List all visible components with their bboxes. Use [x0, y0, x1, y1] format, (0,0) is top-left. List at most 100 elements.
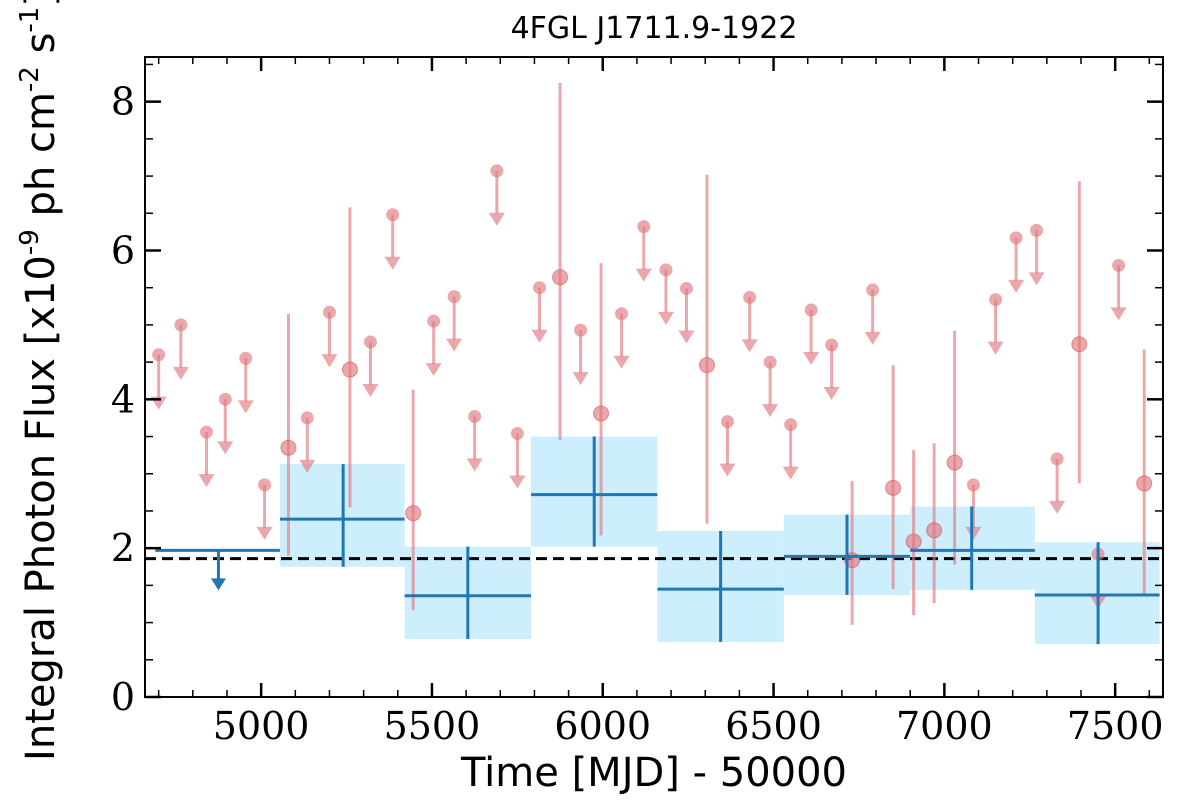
y-axis-label-part: ] [18, 0, 64, 7]
upper-limit-arrow-head [384, 256, 401, 270]
upper-limit-point [659, 263, 673, 277]
upper-limit-point [866, 283, 880, 297]
upper-limit-point [533, 281, 547, 295]
y-tick-label: 6 [111, 228, 135, 272]
upper-limit-arrow-head [803, 352, 820, 366]
upper-limit-point [447, 290, 461, 304]
upper-limit-point [239, 351, 253, 365]
upper-limit-arrow-head [1049, 500, 1066, 514]
detection-point [946, 454, 963, 471]
x-tick-label: 5000 [213, 704, 310, 748]
axes: 5000 5500 6000 6500 7000 7500 0 2 4 6 8 [111, 56, 1164, 748]
y-axis-label-exponent: -9 [15, 229, 45, 255]
upper-limit-arrow-head [1028, 272, 1045, 286]
y-axis-label-part: Integral Photon Flux [x10 [18, 255, 64, 761]
x-tick-label: 5500 [384, 704, 481, 748]
upper-limit-point [720, 415, 734, 429]
detection-point [926, 522, 943, 539]
y-axis-label: Integral Photon Flux [x10-9 ph cm-2 s-1] [15, 0, 64, 761]
y-tick-label: 0 [111, 675, 135, 719]
upper-limit-point [637, 220, 651, 234]
upper-limit-arrow-head [965, 526, 982, 540]
upper-limit-arrow-head [1008, 279, 1025, 293]
upper-limit-point [825, 338, 839, 352]
detection-point [405, 505, 422, 522]
upper-limit-arrow-head [635, 268, 652, 282]
upper-limit-arrow-head [741, 339, 758, 353]
upper-limit-arrow-head [446, 338, 463, 352]
upper-limit-point [199, 425, 213, 439]
detection-point [698, 357, 715, 374]
x-tick-label: 7500 [1067, 704, 1164, 748]
y-axis-label-part: ph cm [18, 92, 64, 229]
upper-limit-arrow-head [488, 212, 505, 226]
upper-limit-arrow-head [299, 459, 316, 473]
upper-limit-arrow-head [509, 475, 526, 489]
y-tick-label: 2 [111, 526, 135, 570]
long-bin-limit-head [210, 578, 226, 591]
upper-limit-arrow-head [425, 363, 442, 377]
detection-point [1136, 475, 1153, 492]
upper-limit-point [679, 281, 693, 295]
upper-limit-arrow-head [466, 458, 483, 472]
x-tick-label: 6500 [725, 704, 822, 748]
upper-limit-point [152, 348, 166, 362]
upper-limit-arrow-head [572, 372, 589, 386]
upper-limit-point [258, 478, 272, 492]
upper-limit-point [468, 409, 482, 423]
upper-limit-point [743, 290, 757, 304]
upper-limit-point [510, 427, 524, 441]
upper-limit-point [1112, 258, 1126, 272]
upper-limit-arrow-head [613, 355, 630, 369]
x-axis-label: Time [MJD] - 50000 [460, 750, 847, 796]
upper-limit-arrow-head [678, 330, 695, 344]
detection-point [905, 533, 922, 550]
upper-limit-point [1030, 223, 1044, 237]
detection-point [593, 405, 610, 422]
upper-limit-arrow-head [362, 384, 379, 398]
upper-limit-arrow-head [256, 526, 273, 540]
detection-point [885, 479, 902, 496]
upper-limit-point [763, 355, 777, 369]
upper-limit-arrow-head [782, 466, 799, 480]
upper-limit-point [804, 303, 818, 317]
upper-limit-arrow-head [987, 341, 1004, 355]
upper-limit-arrow-head [864, 331, 881, 345]
upper-limit-arrow-head [198, 474, 215, 488]
upper-limit-point [363, 335, 377, 349]
plot-frame [144, 56, 1164, 698]
detection-point [552, 269, 569, 286]
upper-limit-point [490, 164, 504, 178]
upper-limit-point [427, 314, 441, 328]
upper-limit-arrow-head [321, 354, 338, 368]
x-tick-label: 7000 [896, 704, 993, 748]
upper-limit-point [174, 318, 188, 332]
upper-limit-point [615, 307, 629, 321]
upper-limit-point [386, 208, 400, 222]
detection-point [341, 361, 358, 378]
upper-limit-point [218, 392, 232, 406]
y-axis-label-part: s [18, 33, 64, 67]
upper-limit-point [784, 418, 798, 432]
y-tick-label: 4 [111, 377, 135, 421]
detection-point [280, 439, 297, 456]
x-tick-label: 6000 [554, 704, 651, 748]
upper-limit-point [989, 293, 1003, 307]
long-bin-series [155, 436, 1160, 645]
upper-limit-arrow-head [172, 366, 189, 380]
chart-title: 4FGL J1711.9-1922 [511, 11, 798, 46]
y-axis-label-exponent: -1 [15, 7, 45, 33]
upper-limit-point [966, 478, 980, 492]
upper-limit-arrow-head [1110, 307, 1127, 321]
upper-limit-point [1050, 452, 1064, 466]
upper-limit-arrow-head [657, 311, 674, 325]
y-tick-label: 8 [111, 80, 135, 124]
upper-limit-arrow-head [217, 441, 234, 455]
upper-limit-point [322, 305, 336, 319]
upper-limit-arrow-head [762, 404, 779, 418]
upper-limit-point [1009, 231, 1023, 245]
upper-limit-arrow-head [719, 463, 736, 477]
upper-limit-point [300, 411, 314, 425]
upper-limit-arrow-head [531, 329, 548, 343]
